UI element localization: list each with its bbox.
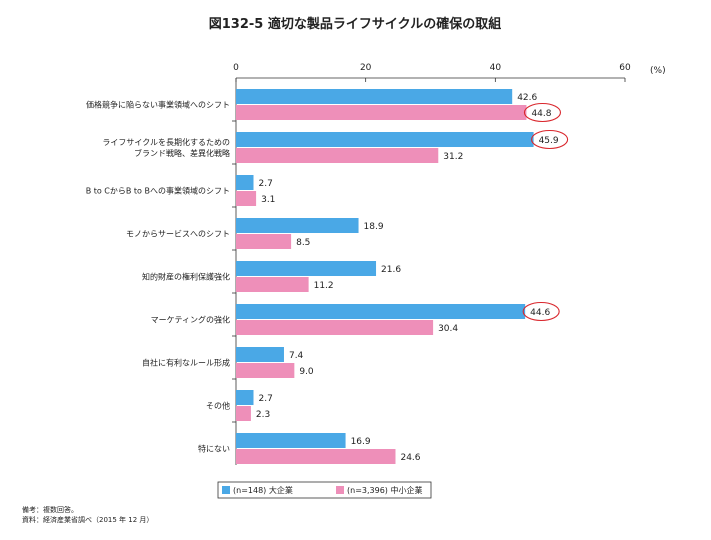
bar-large	[236, 347, 284, 362]
x-tick-label: 40	[490, 63, 502, 73]
bar-sme	[236, 234, 292, 249]
highlight-ellipse	[523, 102, 562, 123]
bar-sme	[236, 148, 439, 163]
data-label: 30.4	[438, 324, 458, 334]
bar-large	[236, 132, 534, 147]
unit-label: (%)	[650, 66, 666, 76]
bar-large	[236, 261, 377, 276]
bar-large	[236, 390, 254, 405]
data-label: 9.0	[299, 367, 314, 377]
bar-sme	[236, 277, 309, 292]
x-tick-label: 0	[233, 63, 239, 73]
bar-large	[236, 89, 513, 104]
data-label: 7.4	[289, 351, 304, 361]
legend-box	[217, 481, 432, 499]
bar-sme	[236, 363, 295, 378]
plot-area: 0 20 40 60 価格競争に陥らない事業領域へのシフト 42.6 44.8 ライフサイクル…	[86, 63, 631, 465]
highlight-ellipse	[522, 301, 560, 322]
legend: (n=148) 大企業 (n=3,396) 中小企業	[217, 481, 432, 499]
legend-label: (n=148) 大企業	[233, 485, 293, 495]
data-label: 42.6	[517, 93, 537, 103]
data-label: 8.5	[296, 238, 310, 248]
legend-label: (n=3,396) 中小企業	[347, 485, 422, 495]
bar-sme	[236, 406, 251, 421]
data-label: 2.3	[256, 410, 270, 420]
note-line: 資料：経済産業省調べ（2015 年 12 月）	[22, 515, 153, 524]
data-label: 2.7	[259, 179, 273, 189]
bar-large	[236, 218, 359, 233]
data-label: 16.9	[351, 437, 371, 447]
data-label: 24.6	[400, 453, 420, 463]
category-label: 自社に有利なルール形成	[142, 358, 230, 368]
data-label: 44.6	[530, 308, 550, 318]
category-label: ブランド戦略、差異化戦略	[134, 148, 230, 158]
category-label: B to CからB to Bへの事業領域のシフト	[86, 186, 230, 196]
category-label: 特にない	[198, 444, 230, 454]
highlight-ellipse	[531, 129, 569, 150]
data-label: 11.2	[314, 281, 334, 291]
category-label: 価格競争に陥らない事業領域へのシフト	[86, 100, 230, 110]
legend-swatch	[336, 486, 344, 494]
x-tick-label: 20	[360, 63, 372, 73]
bar-large	[236, 175, 254, 190]
bar-sme	[236, 320, 434, 335]
note-line: 備考：複数回答。	[22, 505, 78, 514]
bar-sme	[236, 449, 396, 464]
bar-large	[236, 304, 526, 319]
category-label: その他	[206, 401, 230, 411]
notes: 備考：複数回答。資料：経済産業省調べ（2015 年 12 月）	[22, 505, 153, 524]
category-label: モノからサービスへのシフト	[126, 230, 230, 239]
bar-large	[236, 433, 346, 448]
data-label: 3.1	[261, 195, 275, 205]
data-label: 31.2	[443, 152, 463, 162]
data-label: 45.9	[539, 136, 559, 146]
data-label: 2.7	[259, 394, 273, 404]
bar-sme	[236, 191, 257, 206]
category-label: 知的財産の権利保護強化	[142, 272, 230, 282]
data-label: 44.8	[531, 109, 551, 119]
chart-title: 図132-5 適切な製品ライフサイクルの確保の取組	[209, 16, 501, 32]
bar-sme	[236, 105, 527, 120]
category-label: ライフサイクルを長期化するための	[102, 137, 230, 147]
data-label: 18.9	[364, 222, 384, 232]
data-label: 21.6	[381, 265, 401, 275]
legend-swatch	[222, 486, 230, 494]
category-label: マーケティングの強化	[151, 315, 230, 325]
x-tick-label: 60	[619, 63, 631, 73]
